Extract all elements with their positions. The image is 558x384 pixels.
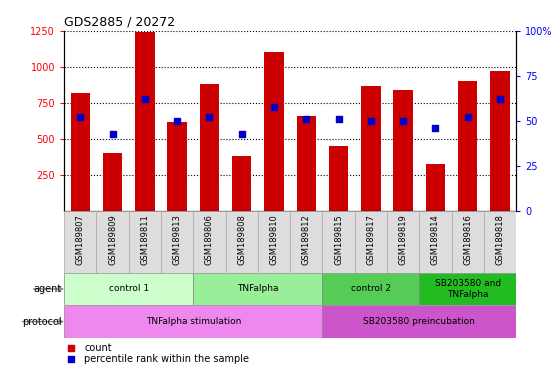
Bar	[387, 211, 419, 273]
Bar	[451, 211, 484, 273]
Text: GSM189810: GSM189810	[270, 214, 278, 265]
Point	[431, 125, 440, 131]
Bar	[193, 273, 323, 305]
Bar	[290, 211, 323, 273]
Text: GSM189818: GSM189818	[496, 214, 504, 265]
Bar	[193, 211, 225, 273]
Bar	[161, 211, 193, 273]
Bar	[264, 52, 283, 211]
Point	[172, 118, 181, 124]
Text: GSM189813: GSM189813	[172, 214, 182, 265]
Text: percentile rank within the sample: percentile rank within the sample	[84, 354, 249, 364]
Bar	[129, 211, 161, 273]
Bar	[323, 211, 355, 273]
Text: GSM189815: GSM189815	[334, 214, 343, 265]
Bar	[458, 81, 478, 211]
Point	[66, 356, 75, 362]
Bar	[393, 90, 413, 211]
Point	[398, 118, 407, 124]
Text: count: count	[84, 343, 112, 353]
Bar	[103, 154, 122, 211]
Bar	[419, 273, 516, 305]
Bar	[323, 273, 419, 305]
Text: control 2: control 2	[351, 285, 391, 293]
Text: agent: agent	[33, 284, 61, 294]
Bar	[64, 273, 193, 305]
Point	[302, 116, 311, 122]
Text: GDS2885 / 20272: GDS2885 / 20272	[64, 15, 175, 28]
Text: GSM189819: GSM189819	[398, 214, 408, 265]
Bar	[329, 146, 348, 211]
Text: GSM189814: GSM189814	[431, 214, 440, 265]
Text: TNFalpha: TNFalpha	[237, 285, 278, 293]
Bar	[419, 211, 451, 273]
Text: GSM189811: GSM189811	[141, 214, 150, 265]
Bar	[426, 164, 445, 211]
Point	[270, 103, 278, 109]
Point	[334, 116, 343, 122]
Text: protocol: protocol	[22, 316, 61, 327]
Text: TNFalpha stimulation: TNFalpha stimulation	[146, 317, 241, 326]
Text: SB203580 preincubation: SB203580 preincubation	[363, 317, 475, 326]
Bar	[200, 84, 219, 211]
Point	[66, 344, 75, 351]
Bar	[64, 211, 97, 273]
Text: GSM189809: GSM189809	[108, 214, 117, 265]
Point	[367, 118, 376, 124]
Point	[496, 96, 504, 103]
Bar	[323, 305, 516, 338]
Text: GSM189816: GSM189816	[463, 214, 472, 265]
Bar	[355, 211, 387, 273]
Bar	[490, 71, 509, 211]
Bar	[258, 211, 290, 273]
Text: GSM189812: GSM189812	[302, 214, 311, 265]
Text: control 1: control 1	[109, 285, 149, 293]
Bar	[71, 93, 90, 211]
Bar	[361, 86, 381, 211]
Text: GSM189807: GSM189807	[76, 214, 85, 265]
Point	[237, 131, 246, 137]
Bar	[97, 211, 129, 273]
Point	[108, 131, 117, 137]
Point	[205, 114, 214, 121]
Text: GSM189808: GSM189808	[237, 214, 246, 265]
Bar	[225, 211, 258, 273]
Bar	[135, 32, 155, 211]
Bar	[167, 122, 187, 211]
Point	[463, 114, 472, 121]
Point	[76, 114, 85, 121]
Text: SB203580 and
TNFalpha: SB203580 and TNFalpha	[435, 279, 501, 299]
Text: GSM189806: GSM189806	[205, 214, 214, 265]
Bar	[484, 211, 516, 273]
Text: GSM189817: GSM189817	[367, 214, 376, 265]
Bar	[64, 305, 323, 338]
Bar	[297, 116, 316, 211]
Bar	[232, 156, 252, 211]
Point	[141, 96, 150, 103]
